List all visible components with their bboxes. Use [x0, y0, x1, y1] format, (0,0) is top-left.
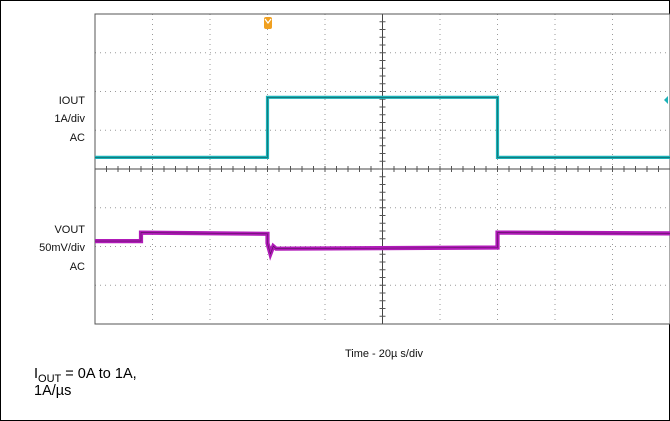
test-condition-caption: IOUT = 0A to 1A, 1A/µs [34, 366, 137, 399]
trace-vout-core [95, 232, 670, 255]
x-axis-label: Time - 20µ s/div [345, 348, 424, 360]
caption-subscript: OUT [38, 373, 62, 385]
scope-grid [94, 13, 670, 325]
caption-line-2: 1A/µs [34, 383, 72, 399]
iout-scale-label: 1A/div [54, 113, 85, 125]
caption-condition: = 0A to 1A, [61, 366, 137, 382]
trigger-marker-icon [264, 17, 272, 29]
iout-name-label: IOUT [59, 95, 86, 107]
caption-symbol: I [34, 366, 39, 382]
vout-scale-label: 50mV/div [39, 242, 85, 254]
scope-traces [95, 95, 670, 261]
iout-coupling-label: AC [70, 132, 85, 144]
vout-coupling-label: AC [70, 261, 85, 273]
plot-border [94, 13, 670, 325]
channel-offset-marker-icon [664, 96, 668, 104]
caption-line-1: IOUT = 0A to 1A, [34, 366, 137, 385]
trace-iout-core [95, 97, 670, 158]
vout-name-label: VOUT [54, 224, 85, 236]
